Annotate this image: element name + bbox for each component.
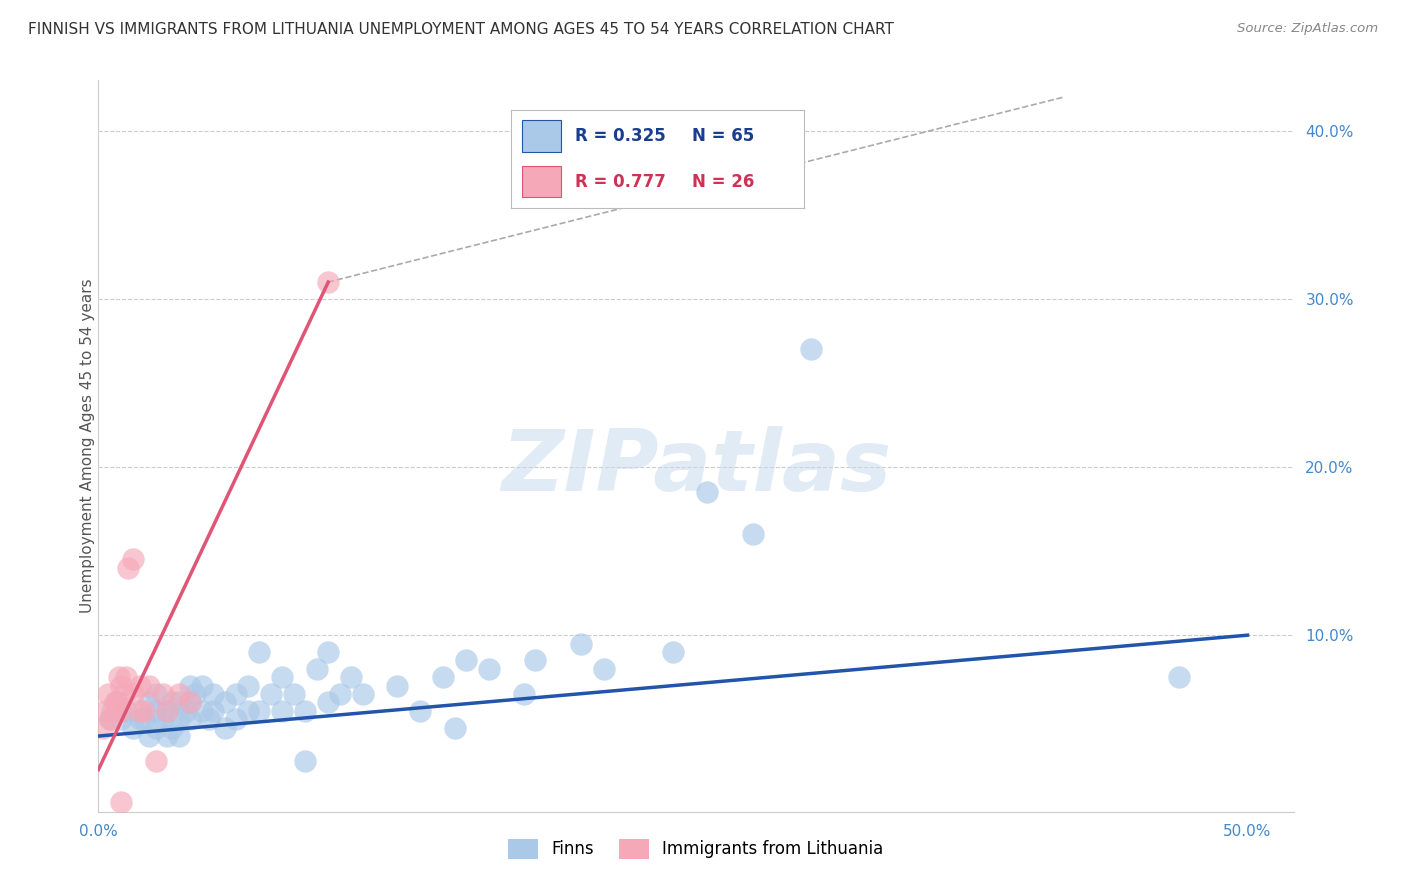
Point [128, 679, 150, 693]
Point [138, 679, 160, 693]
Point [271, 704, 294, 718]
Point [91, 721, 114, 735]
Point [97, 687, 120, 701]
Point [385, 679, 409, 693]
Point [152, 687, 174, 701]
Point [271, 670, 294, 684]
Point [294, 704, 316, 718]
Point [197, 712, 219, 726]
Point [145, 704, 167, 718]
Legend: Finns, Immigrants from Lithuania: Finns, Immigrants from Lithuania [502, 832, 890, 865]
Point [108, 670, 131, 684]
Point [696, 485, 718, 500]
Point [122, 687, 145, 701]
Point [316, 645, 339, 659]
Point [352, 687, 374, 701]
Point [800, 343, 823, 357]
Point [167, 695, 190, 709]
Point [179, 695, 201, 709]
Point [115, 670, 138, 684]
Point [260, 687, 283, 701]
Point [593, 662, 616, 676]
Point [110, 712, 132, 726]
Point [225, 712, 247, 726]
Text: ZIPatlas: ZIPatlas [501, 426, 891, 509]
Point [101, 704, 124, 718]
Point [98, 712, 121, 726]
Point [247, 704, 270, 718]
Point [662, 645, 685, 659]
Point [202, 704, 225, 718]
Point [98, 712, 121, 726]
Point [167, 712, 190, 726]
Point [134, 712, 156, 726]
Point [152, 712, 174, 726]
Point [110, 679, 132, 693]
Point [456, 653, 478, 667]
Point [117, 561, 139, 575]
Point [443, 721, 465, 735]
Point [145, 687, 167, 701]
Point [115, 704, 138, 718]
Point [569, 636, 592, 650]
Point [432, 670, 454, 684]
Point [167, 687, 190, 701]
Point [512, 687, 534, 701]
Point [128, 704, 150, 718]
Point [191, 704, 214, 718]
Point [247, 645, 270, 659]
Point [174, 704, 197, 718]
Point [122, 552, 145, 566]
Point [179, 712, 201, 726]
Point [179, 679, 201, 693]
Y-axis label: Unemployment Among Ages 45 to 54 years: Unemployment Among Ages 45 to 54 years [80, 278, 94, 614]
Point [214, 695, 236, 709]
Point [340, 670, 363, 684]
Point [316, 695, 339, 709]
Point [478, 662, 501, 676]
Point [112, 687, 135, 701]
Point [214, 721, 236, 735]
Point [134, 704, 156, 718]
Point [160, 721, 183, 735]
Point [128, 712, 150, 726]
Point [167, 729, 190, 743]
Text: FINNISH VS IMMIGRANTS FROM LITHUANIA UNEMPLOYMENT AMONG AGES 45 TO 54 YEARS CORR: FINNISH VS IMMIGRANTS FROM LITHUANIA UNE… [28, 22, 894, 37]
Point [294, 754, 316, 768]
Point [103, 695, 125, 709]
Point [138, 695, 160, 709]
Point [145, 721, 167, 735]
Point [105, 695, 128, 709]
Point [742, 527, 765, 541]
Point [156, 729, 179, 743]
Point [316, 275, 339, 289]
Point [225, 687, 247, 701]
Point [202, 687, 225, 701]
Point [191, 679, 214, 693]
Point [110, 795, 132, 809]
Point [1167, 670, 1189, 684]
Point [110, 704, 132, 718]
Point [305, 662, 328, 676]
Point [138, 729, 160, 743]
Point [145, 754, 167, 768]
Point [122, 721, 145, 735]
Point [329, 687, 352, 701]
Point [283, 687, 305, 701]
Point [156, 704, 179, 718]
Point [94, 704, 117, 718]
Point [524, 653, 547, 667]
Point [409, 704, 432, 718]
Point [184, 687, 207, 701]
Text: Source: ZipAtlas.com: Source: ZipAtlas.com [1237, 22, 1378, 36]
Point [236, 679, 259, 693]
Point [105, 695, 128, 709]
Point [156, 704, 179, 718]
Point [236, 704, 259, 718]
Point [179, 695, 201, 709]
Point [160, 695, 183, 709]
